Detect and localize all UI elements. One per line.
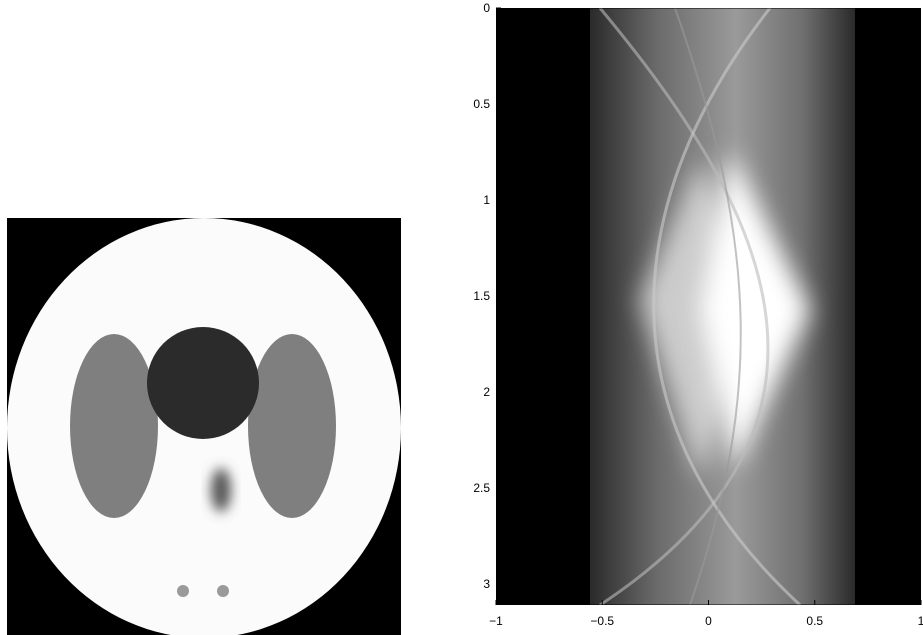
y-tick-label: 2: [483, 385, 490, 399]
x-tick-label: −0.5: [590, 614, 614, 628]
sinogram-image: [496, 8, 921, 605]
y-tick-label: 1.5: [473, 289, 490, 303]
y-tick-label: 0: [483, 1, 490, 15]
x-tick-label: 0: [705, 614, 712, 628]
y-tick-label: 1: [483, 193, 490, 207]
y-tick-label: 2.5: [473, 481, 490, 495]
figure: −1 −0.5 0 0.5 1 0 0.5 1 1.5 2 2.5 3: [0, 0, 923, 635]
x-tick-label: 0.5: [806, 614, 823, 628]
y-tick-label: 0.5: [473, 97, 490, 111]
phantom-image: [7, 218, 401, 635]
x-tick-label: −1: [489, 614, 503, 628]
y-tick-label: 3: [483, 577, 490, 591]
x-tick-label: 1: [918, 614, 923, 628]
